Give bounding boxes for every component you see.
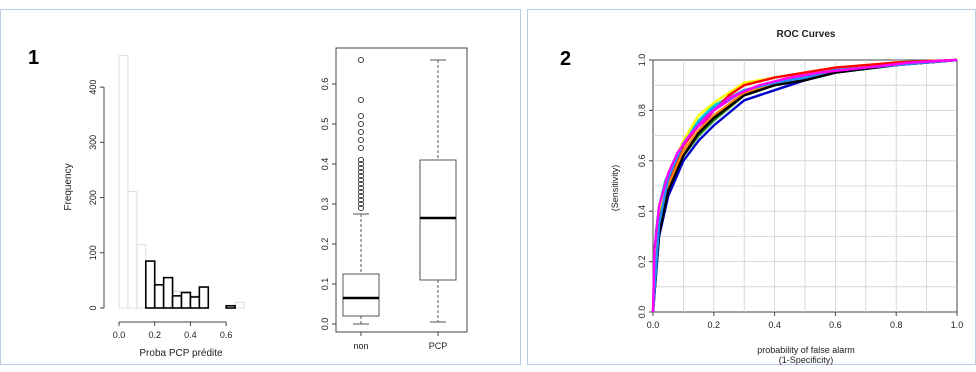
roc-x-axis-label: probability of false alarm	[757, 345, 855, 355]
roc-x-tick-label: 1.0	[951, 320, 964, 330]
box-y-tick-label: 0.6	[320, 78, 330, 91]
histogram-bar	[118, 55, 129, 309]
box-category-label: non	[353, 341, 368, 351]
boxplot-frame	[335, 47, 468, 333]
roc-y-tick-label: 0.2	[637, 255, 647, 268]
box-y-tick-label: 0.1	[320, 278, 330, 291]
roc-x-axis-label-2: (1-Specificity)	[779, 355, 834, 365]
hist-y-tick-label: 100	[88, 245, 98, 260]
box-outlier	[357, 184, 365, 192]
box-outlier	[357, 200, 365, 208]
histogram-bar	[153, 284, 165, 309]
roc-y-tick-label: 0.8	[637, 104, 647, 117]
hist-y-tick-label: 0	[88, 305, 98, 310]
boxplot-chart: 0.0 0.1 0.2 0.3 0.4 0.5 0.6 non PCP	[320, 47, 468, 351]
roc-y-tick-label: 1.0	[637, 54, 647, 67]
histogram-bar	[180, 291, 192, 309]
histogram-bar	[127, 190, 138, 309]
histogram-bar	[234, 301, 245, 309]
histogram-bar	[198, 286, 210, 309]
hist-x-tick-label: 0.4	[184, 330, 197, 340]
box-outlier	[357, 112, 365, 120]
box-y-tick-label: 0.3	[320, 198, 330, 211]
box-outlier	[357, 56, 365, 64]
histogram-bar	[171, 295, 183, 309]
roc-curve	[651, 58, 958, 313]
roc-x-tick-label: 0.8	[890, 320, 903, 330]
box-outlier	[357, 192, 365, 200]
histogram-bar	[189, 296, 201, 309]
roc-y-tick-label: 0.4	[637, 205, 647, 218]
roc-x-tick-label: 0.0	[647, 320, 660, 330]
box-iqr	[342, 273, 380, 317]
box-outlier	[357, 136, 365, 144]
histogram-bar	[162, 276, 174, 309]
box-outlier	[357, 196, 365, 204]
panel-label-2: 2	[560, 48, 572, 70]
box-outlier	[357, 120, 365, 128]
hist-x-tick-label: 0.6	[220, 330, 233, 340]
roc-y-axis-label: (Sensitivity)	[610, 165, 620, 212]
hist-x-tick-label: 0.2	[148, 330, 161, 340]
hist-y-tick-label: 300	[88, 135, 98, 150]
roc-curve	[651, 58, 958, 313]
roc-x-tick-label: 0.2	[708, 320, 721, 330]
panel1-charts: Frequency Proba PCP prédite 0 100 200 300 40…	[63, 47, 468, 359]
panel-histogram-boxplot: 1 Frequency Proba PCP prédite 0 100 200 300…	[0, 9, 521, 365]
histogram-chart: Frequency Proba PCP prédite 0 100 200 300 40…	[63, 55, 245, 359]
box-iqr	[419, 159, 457, 281]
box-category-label: PCP	[429, 341, 448, 351]
box-outlier	[357, 168, 365, 176]
panel2-chart: ROC Curves (Sensitivity) probability of …	[610, 29, 963, 365]
box-outlier	[357, 96, 365, 104]
box-outlier	[357, 164, 365, 172]
box-outlier	[357, 156, 365, 164]
box-y-tick-label: 0.0	[320, 318, 330, 331]
box-y-tick-label: 0.5	[320, 118, 330, 131]
box-outlier	[357, 172, 365, 180]
histogram-bar	[144, 260, 156, 309]
hist-x-axis-label: Proba PCP prédite	[139, 348, 223, 359]
roc-x-tick-label: 0.6	[829, 320, 842, 330]
box-outlier	[357, 128, 365, 136]
roc-y-tick-label: 0.0	[637, 306, 647, 319]
box-y-tick-label: 0.4	[320, 158, 330, 171]
histogram-bar	[225, 304, 236, 309]
roc-title: ROC Curves	[777, 29, 836, 40]
box-y-tick-label: 0.2	[320, 238, 330, 251]
roc-y-tick-label: 0.6	[637, 155, 647, 168]
box-outlier	[357, 180, 365, 188]
box-outlier	[357, 160, 365, 168]
box-outlier	[357, 188, 365, 196]
panel-roc: 2 ROC Curves (Sensitivity) probability o…	[527, 9, 976, 365]
box-outlier	[357, 176, 365, 184]
histogram-bar	[136, 244, 147, 309]
roc-x-tick-label: 0.4	[768, 320, 781, 330]
box-outlier	[357, 204, 365, 212]
hist-y-tick-label: 200	[88, 190, 98, 205]
panel-label-1: 1	[28, 47, 40, 69]
box-outlier	[357, 144, 365, 152]
hist-x-tick-label: 0.0	[113, 330, 126, 340]
hist-y-tick-label: 400	[88, 80, 98, 95]
roc-chart: ROC Curves (Sensitivity) probability of …	[610, 29, 963, 365]
hist-y-axis-label: Frequency	[63, 163, 74, 210]
